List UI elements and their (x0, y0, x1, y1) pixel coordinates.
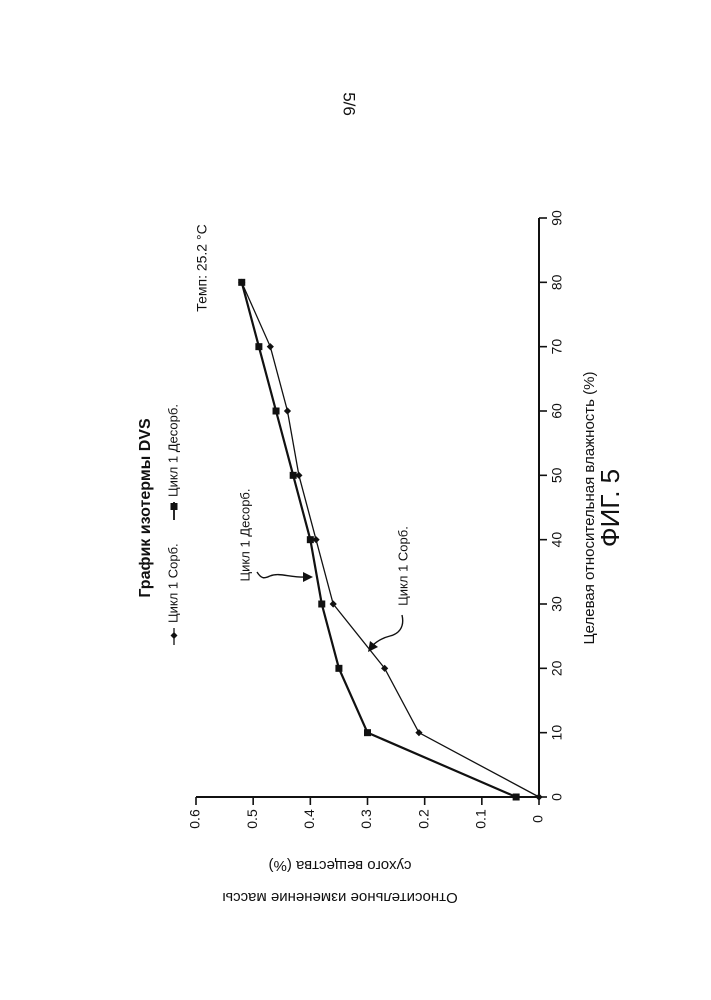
sorption-point (284, 407, 291, 414)
temperature-note: Темп: 25.2 °C (194, 224, 210, 311)
page-number: 5/6 (340, 92, 359, 116)
annotation-sorption-arrow (372, 615, 403, 646)
sorption-point (535, 793, 542, 800)
x-tick-label: 30 (549, 596, 565, 612)
chart-title: График изотермы DVS (137, 418, 154, 598)
y-tick-label: 0 (530, 815, 546, 823)
desorption-point (307, 536, 314, 543)
annotation-desorption-label: Цикл 1 Десорб. (237, 489, 252, 582)
legend-item-desorption: Цикл 1 Десорб. (165, 404, 180, 520)
sorption-point (267, 343, 274, 350)
x-tick-label: 40 (549, 532, 565, 548)
desorption-point (273, 408, 280, 415)
desorption-point (335, 665, 342, 672)
desorption-point (364, 729, 371, 736)
x-tick-label: 50 (549, 467, 565, 483)
annotation-sorption-label: Цикл 1 Сорб. (395, 526, 410, 606)
y-tick-label: 0.6 (187, 809, 203, 829)
annotation-desorption-arrow (257, 572, 308, 578)
desorption-point (290, 472, 297, 479)
annotation-sorption: Цикл 1 Сорб. (368, 526, 410, 652)
legend-item-sorption: Цикл 1 Сорб. (165, 543, 180, 645)
y-tick-label: 0.1 (473, 809, 489, 829)
series-markers (238, 279, 542, 801)
y-axis-label-line-2: сухого вещества (%) (269, 857, 412, 874)
x-tick-label: 70 (549, 339, 565, 355)
x-tick-label: 10 (549, 725, 565, 741)
y-tick-label: 0.5 (244, 809, 260, 829)
y-tick-label: 0.2 (415, 809, 431, 829)
annotation-desorption-arrowhead (303, 572, 313, 582)
series-line-desorption (242, 282, 516, 797)
x-tick-label: 20 (549, 660, 565, 676)
legend-desorption-square-icon (171, 503, 178, 510)
x-axis-ticks: 0 10 20 30 40 50 60 70 80 90 (539, 210, 565, 801)
series-line-sorption (242, 282, 539, 797)
x-tick-label: 80 (549, 274, 565, 290)
desorption-point (513, 794, 520, 801)
series-lines (242, 282, 539, 797)
desorption-point (238, 279, 245, 286)
sorption-point (415, 729, 422, 736)
y-axis-ticks: 0 0.1 0.2 0.3 0.4 0.5 0.6 (187, 797, 546, 829)
y-axis-label-line-1: Относительное изменение массы (222, 889, 457, 906)
annotation-desorption: Цикл 1 Десорб. (237, 489, 313, 582)
legend-sorption-label: Цикл 1 Сорб. (165, 543, 180, 623)
y-tick-label: 0.3 (358, 809, 374, 829)
x-tick-label: 60 (549, 403, 565, 419)
figure-label: ФИГ. 5 (595, 469, 625, 547)
legend-sorption-diamond-icon (171, 632, 178, 639)
x-tick-label: 90 (549, 210, 565, 226)
y-tick-label: 0.4 (301, 809, 317, 829)
x-tick-label: 0 (549, 793, 565, 801)
desorption-point (255, 343, 262, 350)
desorption-point (318, 601, 325, 608)
legend: Цикл 1 Сорб. Цикл 1 Десорб. (165, 404, 180, 645)
legend-desorption-label: Цикл 1 Десорб. (165, 404, 180, 497)
